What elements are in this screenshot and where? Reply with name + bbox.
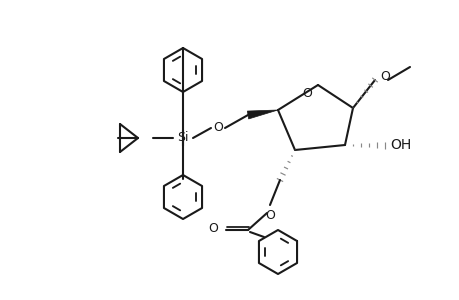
Text: O: O	[264, 209, 274, 222]
Text: O: O	[213, 121, 223, 134]
Polygon shape	[247, 110, 277, 119]
Text: Si: Si	[177, 130, 188, 143]
Text: O: O	[379, 70, 389, 83]
Text: OH: OH	[389, 138, 410, 152]
Text: O: O	[302, 86, 311, 100]
Text: O: O	[207, 223, 218, 236]
